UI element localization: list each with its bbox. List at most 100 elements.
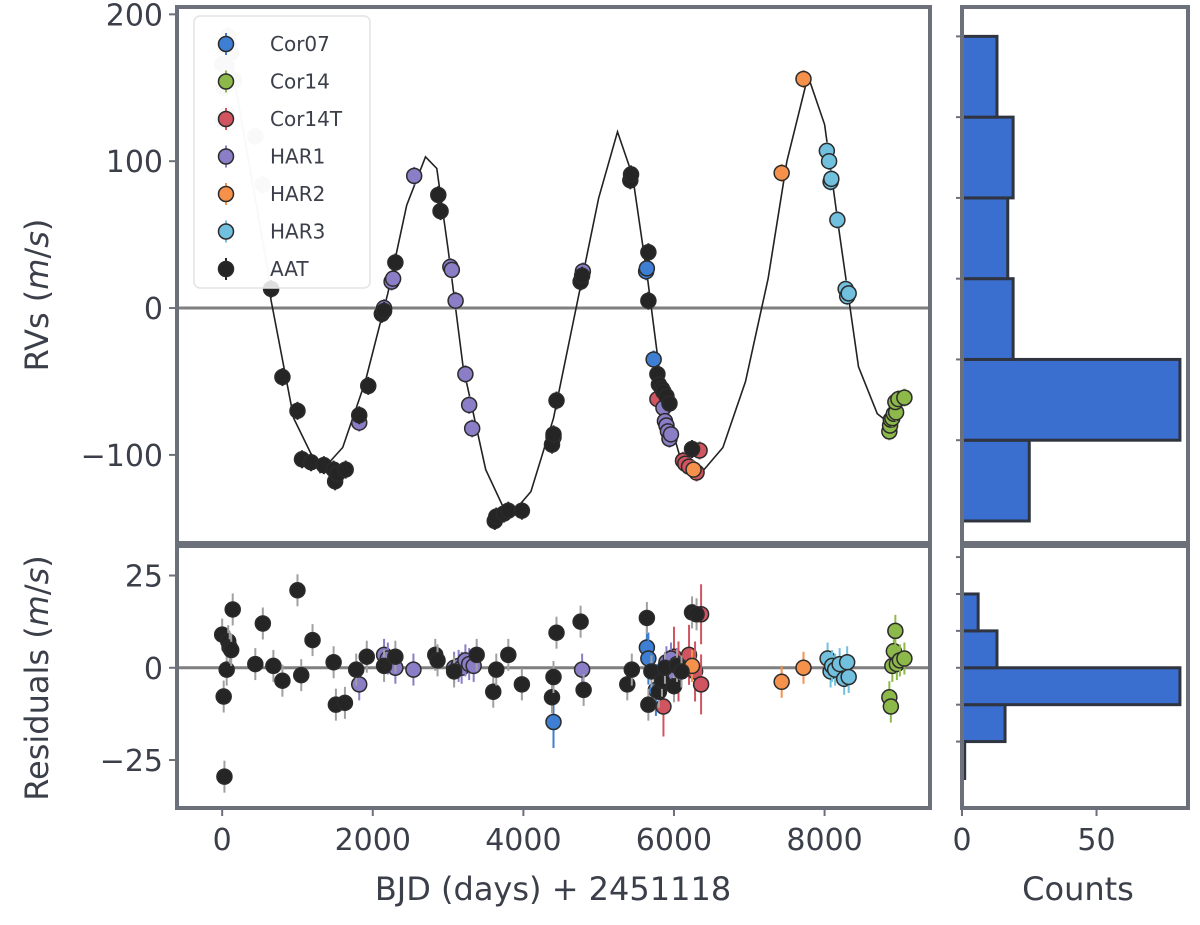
residual-point: [548, 624, 565, 641]
residual-point: [247, 655, 264, 673]
rv-point: [685, 461, 702, 478]
rv-histogram-panel: [956, 5, 1190, 545]
residual-point: [665, 677, 683, 695]
residual-histogram-bar: [960, 703, 1007, 744]
rv-point: [638, 260, 656, 277]
residual-histogram-frame: [960, 544, 1190, 810]
legend-marker: [217, 35, 235, 53]
x-tick-label: 0: [213, 823, 232, 858]
residual-point: [673, 663, 690, 680]
residual-point: [350, 676, 368, 693]
rv-point: [387, 254, 404, 271]
residual-point: [543, 689, 561, 706]
rv-y-axis-label: RVs (m/s): [18, 219, 56, 372]
rv-point: [683, 440, 701, 458]
rv-panel: 200 100 0 −100: [81, 0, 932, 545]
rv-point: [820, 152, 838, 170]
rv-panel-frame: [175, 5, 932, 545]
rv-point: [274, 368, 291, 386]
residual-point: [692, 676, 710, 693]
residual-point: [575, 681, 592, 699]
residual-point: [215, 688, 232, 705]
residual-point: [485, 683, 502, 701]
rv-y-tick-label: −100: [81, 439, 163, 474]
residuals-panel-frame: [175, 544, 932, 810]
rv-point: [622, 166, 640, 183]
rv-point: [447, 292, 464, 309]
rv-histogram-bar: [960, 196, 1010, 281]
x-axis-label: BJD (days) + 2451118: [375, 870, 731, 908]
legend-marker: [217, 223, 235, 240]
legend-label: Cor14: [270, 70, 330, 94]
residual-point: [336, 694, 354, 712]
residual-point: [325, 653, 342, 671]
residual-point: [347, 661, 365, 678]
rv-point: [384, 270, 402, 287]
residual-point: [545, 668, 562, 686]
residuals-panel: 25 0 −25 0 2000 4000 6000 8000: [100, 544, 932, 858]
legend-label: Cor14T: [270, 107, 343, 131]
rv-histogram-bar: [960, 277, 1015, 361]
residual-point: [896, 650, 913, 667]
rv-histogram-bar: [960, 438, 1031, 523]
residual-histogram-panel: 0 50: [952, 544, 1190, 858]
residual-point: [445, 663, 463, 680]
residual-histogram-bar: [960, 592, 980, 633]
rv-point: [662, 426, 680, 443]
residual-point: [274, 672, 291, 689]
rv-histogram-bar: [960, 34, 999, 119]
legend-marker: [217, 73, 235, 90]
rv-point: [640, 243, 657, 261]
residual-point: [292, 666, 310, 684]
rv-point: [773, 164, 790, 182]
rv-point: [289, 402, 306, 420]
residual-point: [222, 641, 240, 659]
legend-marker: [217, 110, 235, 128]
rv-histogram-bar: [960, 115, 1015, 200]
legend-label: HAR2: [270, 182, 325, 206]
residual-point: [375, 657, 393, 675]
rv-point: [375, 302, 393, 320]
legend-marker: [217, 260, 235, 278]
counts-axis-label: Counts: [1022, 870, 1134, 908]
rv-point: [640, 292, 657, 309]
residual-point: [387, 648, 404, 665]
residual-point: [265, 657, 282, 675]
residual-point: [573, 661, 591, 678]
residual-point: [882, 698, 900, 715]
rv-point: [405, 167, 423, 185]
rv-point: [457, 365, 474, 383]
residuals-y-tick-label: −25: [100, 744, 163, 779]
rv-point: [573, 267, 591, 284]
rv-point: [460, 396, 478, 414]
rv-point: [661, 395, 678, 412]
legend-marker: [217, 185, 235, 203]
counts-tick-label: 0: [952, 823, 971, 858]
rv-point: [829, 211, 846, 229]
residuals-y-axis-label: Residuals (m/s): [18, 555, 56, 801]
legend-box: [193, 15, 371, 289]
residual-histogram-bar: [960, 629, 999, 670]
residuals-y-tick-label: 0: [144, 652, 163, 687]
legend-label: HAR3: [270, 220, 325, 244]
residual-point: [640, 696, 657, 713]
residual-point: [688, 606, 705, 623]
legend-marker: [217, 148, 235, 165]
rv-point: [430, 186, 447, 204]
residual-point: [638, 609, 656, 627]
residual-point: [838, 653, 856, 671]
rv-y-tick-label: 100: [106, 145, 163, 180]
counts-tick-label: 50: [1077, 823, 1115, 858]
residual-point: [358, 648, 376, 665]
residual-histogram-bar: [960, 666, 1182, 707]
legend-label: AAT: [270, 257, 309, 281]
rv-point: [823, 170, 840, 188]
rv-point: [645, 351, 662, 368]
rv-point: [337, 461, 354, 478]
rv-histogram-frame: [960, 5, 1190, 545]
model-curve: [268, 73, 901, 520]
rv-point: [432, 202, 449, 220]
rv-histogram-bar: [960, 357, 1182, 442]
rv-point: [548, 392, 565, 409]
